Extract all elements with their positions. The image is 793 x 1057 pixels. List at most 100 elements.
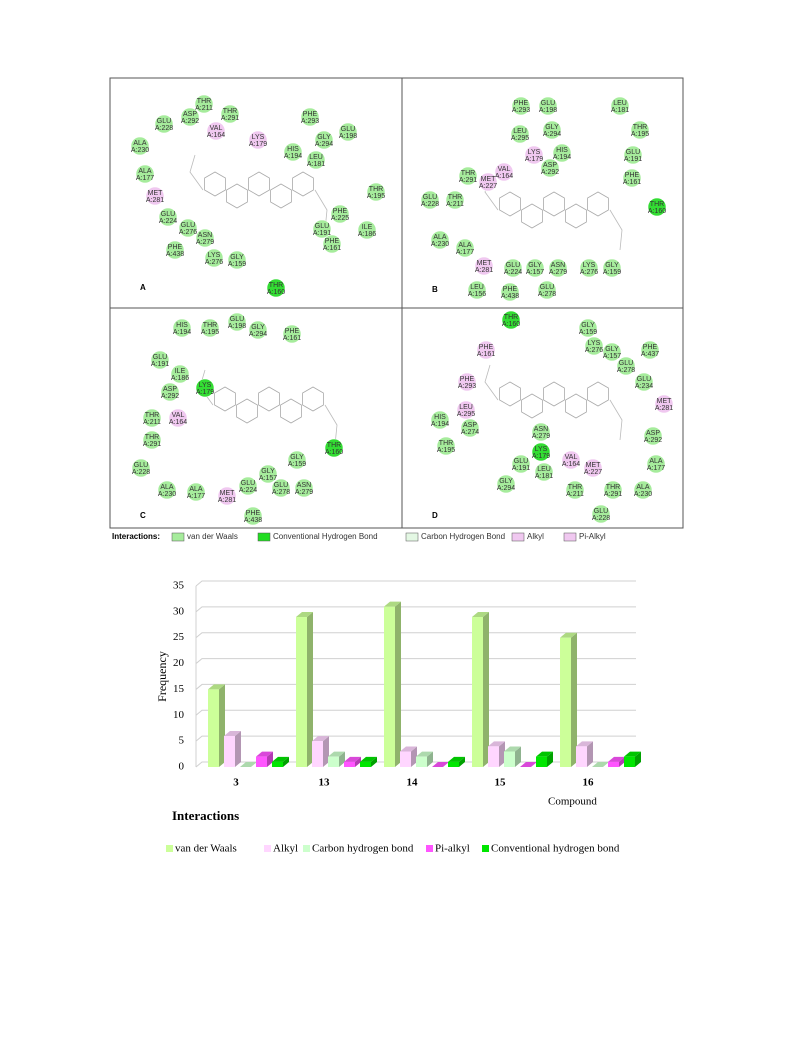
chart-title: Interactions xyxy=(172,808,239,823)
x-tick-label: 3 xyxy=(233,777,239,789)
bar-side xyxy=(547,751,553,767)
y-tick-label: 0 xyxy=(179,761,185,773)
residue-id: A:161 xyxy=(623,179,641,186)
residue-name: GLU xyxy=(315,223,329,230)
residue-id: A:198 xyxy=(228,323,246,330)
bar-top xyxy=(360,756,377,762)
bar-side xyxy=(395,601,401,767)
ligand-chain xyxy=(484,364,499,401)
bar-top xyxy=(400,746,417,752)
residue-name: THR xyxy=(504,314,518,321)
panel-letter: D xyxy=(432,511,438,520)
residue-bubble xyxy=(186,482,206,502)
residue-id: A:177 xyxy=(456,249,474,256)
ligand-ring xyxy=(565,203,587,229)
legend-label: Alkyl xyxy=(527,532,544,541)
residue-name: GLU xyxy=(181,222,195,229)
residue-bubble xyxy=(314,130,334,150)
residue-bubble xyxy=(217,486,237,506)
residue-id: A:438 xyxy=(244,517,262,524)
bar-top xyxy=(608,756,625,762)
residue-bubble xyxy=(445,190,465,210)
legend-label: Conventional hydrogen bond xyxy=(491,843,620,855)
residue-bubble xyxy=(131,458,151,478)
residue-bubble xyxy=(436,436,456,456)
residue-id: A:276 xyxy=(585,347,603,354)
bar-top xyxy=(504,746,521,752)
ligand-chain xyxy=(609,209,623,251)
residue-bubble xyxy=(457,372,477,392)
residue-name: ASN xyxy=(297,482,311,489)
residue-bubble xyxy=(220,104,240,124)
residue-bubble xyxy=(455,238,475,258)
residue-name: THR xyxy=(145,434,159,441)
residue-name: PHE xyxy=(503,286,518,293)
residue-name: PHE xyxy=(303,111,318,118)
panel-letter: B xyxy=(432,285,438,294)
residue-name: ALA xyxy=(189,486,203,493)
residue-id: A:291 xyxy=(221,115,239,122)
residue-bubble xyxy=(640,340,660,360)
residue-bubble xyxy=(610,96,630,116)
residue-name: PHE xyxy=(479,344,494,351)
residue-bubble xyxy=(180,107,200,127)
bar-side xyxy=(323,736,329,767)
y-tick-label: 5 xyxy=(179,735,185,747)
residue-id: A:224 xyxy=(504,269,522,276)
bar-side xyxy=(371,756,377,767)
residue-bubble xyxy=(525,258,545,278)
bar-top xyxy=(592,762,609,767)
bar xyxy=(536,756,547,767)
residue-id: A:438 xyxy=(501,293,519,300)
residue-bubble xyxy=(330,204,350,224)
residue-bubble xyxy=(646,454,666,474)
residue-name: GLY xyxy=(545,124,559,131)
bar xyxy=(560,637,571,767)
bar-side xyxy=(283,756,289,767)
bar-side xyxy=(339,751,345,767)
y-tick-label: 25 xyxy=(173,631,185,643)
residue-bubble xyxy=(300,107,320,127)
residue-bubble xyxy=(565,480,585,500)
residue-name: LEU xyxy=(513,128,527,135)
bar-side xyxy=(635,751,641,767)
y-tick-label: 35 xyxy=(173,580,185,592)
bar-top xyxy=(576,741,593,747)
residue-bubble xyxy=(467,280,487,300)
residue-bubble xyxy=(534,462,554,482)
residue-name: THR xyxy=(568,484,582,491)
residue-id: A:293 xyxy=(512,107,530,114)
bar-side xyxy=(459,756,465,767)
panel-letter: C xyxy=(140,511,146,520)
ligand-ring xyxy=(499,191,521,217)
bar-top xyxy=(624,751,641,757)
bar-top xyxy=(560,632,577,638)
bar xyxy=(448,761,459,767)
residue-id: A:159 xyxy=(228,261,246,268)
x-tick-label: 13 xyxy=(319,777,331,789)
residue-name: LYS xyxy=(588,340,601,347)
residue-name: THR xyxy=(606,484,620,491)
residue-bubble xyxy=(583,458,603,478)
residue-name: MET xyxy=(477,260,493,267)
residue-name: ALA xyxy=(649,458,663,465)
residue-bubble xyxy=(501,310,521,330)
residue-id: A:230 xyxy=(131,147,149,154)
residue-name: PHE xyxy=(460,376,475,383)
bar xyxy=(400,751,411,767)
residue-bubble xyxy=(524,145,544,165)
residue-name: GLY xyxy=(605,262,619,269)
bar-top xyxy=(256,751,273,757)
legend-label: Pi-Alkyl xyxy=(579,532,606,541)
residue-id: A:276 xyxy=(205,259,223,266)
residue-bubble xyxy=(172,318,192,338)
residue-name: PHE xyxy=(285,328,300,335)
residue-id: A:177 xyxy=(136,175,154,182)
residue-id: A:191 xyxy=(512,465,530,472)
residue-name: GLU xyxy=(241,480,255,487)
residue-bubble xyxy=(248,320,268,340)
residue-name: LYS xyxy=(535,446,548,453)
ligand-ring xyxy=(214,386,236,412)
residue-name: GLU xyxy=(274,482,288,489)
